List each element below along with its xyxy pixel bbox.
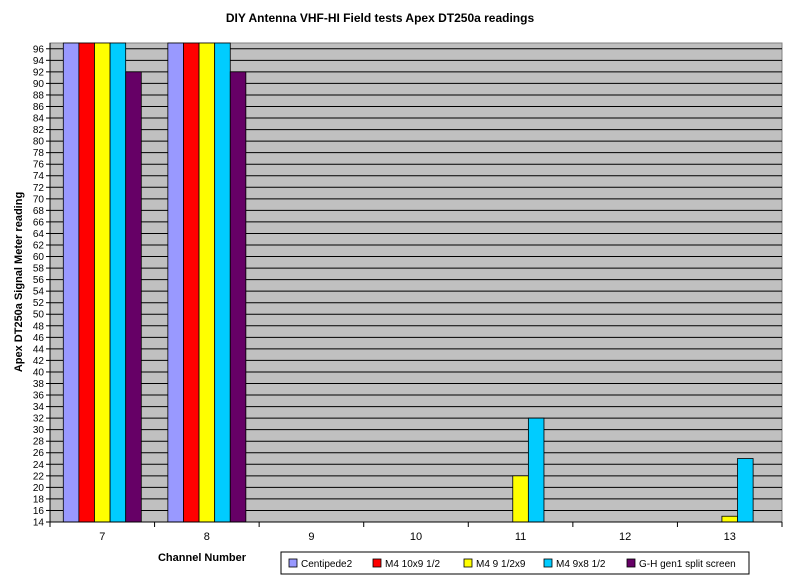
y-tick-label: 32 — [33, 414, 45, 425]
bar — [229, 71, 247, 523]
y-tick-label: 34 — [33, 402, 45, 413]
y-tick-label: 14 — [33, 518, 45, 529]
y-tick-label: 60 — [33, 252, 45, 263]
y-tick-label: 26 — [33, 448, 45, 459]
y-tick-label: 46 — [33, 333, 45, 344]
y-tick-label: 36 — [33, 391, 45, 402]
legend-swatch — [626, 558, 636, 568]
y-tick-label: 22 — [33, 471, 45, 482]
y-tick-label: 42 — [33, 356, 45, 367]
bar — [183, 42, 200, 523]
y-tick-label: 82 — [33, 125, 45, 136]
bar — [214, 42, 231, 523]
x-tick-label: 11 — [515, 531, 526, 543]
bar — [109, 42, 127, 523]
y-tick-label: 54 — [33, 287, 45, 298]
y-axis-label: Apex DT250a Signal Meter reading — [13, 192, 25, 372]
y-tick-label: 28 — [33, 437, 45, 448]
x-tick-label: 8 — [204, 531, 210, 543]
y-tick-label: 80 — [33, 137, 45, 148]
y-tick-label: 96 — [33, 44, 45, 55]
y-tick-label: 90 — [33, 79, 45, 90]
bar — [125, 71, 142, 523]
bar — [62, 42, 80, 523]
y-tick-label: 16 — [33, 506, 45, 517]
y-tick-label: 38 — [33, 379, 45, 390]
y-tick-label: 50 — [33, 310, 45, 321]
x-tick-label: 10 — [410, 531, 422, 543]
legend-swatch — [372, 558, 382, 568]
y-tick-label: 48 — [33, 321, 45, 332]
y-tick-label: 24 — [33, 460, 45, 471]
bar — [512, 475, 529, 523]
legend-swatch — [543, 558, 553, 568]
legend-label: M4 9x8 1/2 — [556, 559, 606, 570]
bar — [527, 417, 545, 523]
x-tick-label: 9 — [308, 531, 314, 543]
y-tick-label: 84 — [33, 114, 45, 125]
y-tick-label: 44 — [33, 344, 45, 355]
y-tick-label: 52 — [33, 298, 45, 309]
gridlines — [50, 48, 782, 511]
y-tick-label: 86 — [33, 102, 45, 113]
legend-box — [280, 551, 750, 575]
y-tick-label: 66 — [33, 217, 45, 228]
x-ticks: 7 8 9 10 11 12 13 — [49, 522, 783, 543]
bar — [198, 42, 216, 523]
y-tick-label: 30 — [33, 425, 45, 436]
y-tick-label: 56 — [33, 275, 45, 286]
bar — [94, 42, 111, 523]
legend-label: M4 10x9 1/2 — [385, 559, 440, 570]
bars — [62, 42, 754, 523]
y-tick-label: 40 — [33, 367, 45, 378]
y-tick-label: 74 — [33, 171, 45, 182]
y-tick-label: 58 — [33, 264, 45, 275]
y-tick-label: 20 — [33, 483, 45, 494]
y-tick-label: 76 — [33, 160, 45, 171]
y-tick-label: 68 — [33, 206, 45, 217]
legend-swatch — [288, 558, 298, 568]
x-axis-label: Channel Number — [158, 552, 247, 564]
legend-label: G-H gen1 split screen — [639, 559, 736, 570]
legend-swatch — [463, 558, 473, 568]
y-tick-label: 92 — [33, 67, 45, 78]
y-ticks: 1416182022242628303234363840424446485052… — [33, 44, 50, 529]
bar — [78, 42, 95, 523]
y-tick-label: 64 — [33, 229, 45, 240]
y-tick-label: 18 — [33, 494, 45, 505]
x-tick-label: 13 — [724, 531, 736, 543]
legend: Centipede2 M4 10x9 1/2 M4 9 1/2x9 M4 9x8 1/… — [280, 551, 750, 575]
y-tick-label: 94 — [33, 56, 45, 67]
x-tick-label: 12 — [619, 531, 631, 543]
x-tick-label: 7 — [99, 531, 105, 543]
y-tick-label: 62 — [33, 240, 45, 251]
legend-label: Centipede2 — [301, 559, 353, 570]
bar — [721, 515, 738, 523]
y-tick-label: 72 — [33, 183, 45, 194]
bar — [167, 42, 184, 523]
y-tick-label: 88 — [33, 90, 45, 101]
plot-area — [49, 42, 783, 523]
legend-label: M4 9 1/2x9 — [476, 559, 526, 570]
y-tick-label: 78 — [33, 148, 45, 159]
chart-title: DIY Antenna VHF-HI Field tests Apex DT25… — [226, 11, 535, 25]
bar — [737, 458, 754, 523]
y-tick-label: 70 — [33, 194, 45, 205]
